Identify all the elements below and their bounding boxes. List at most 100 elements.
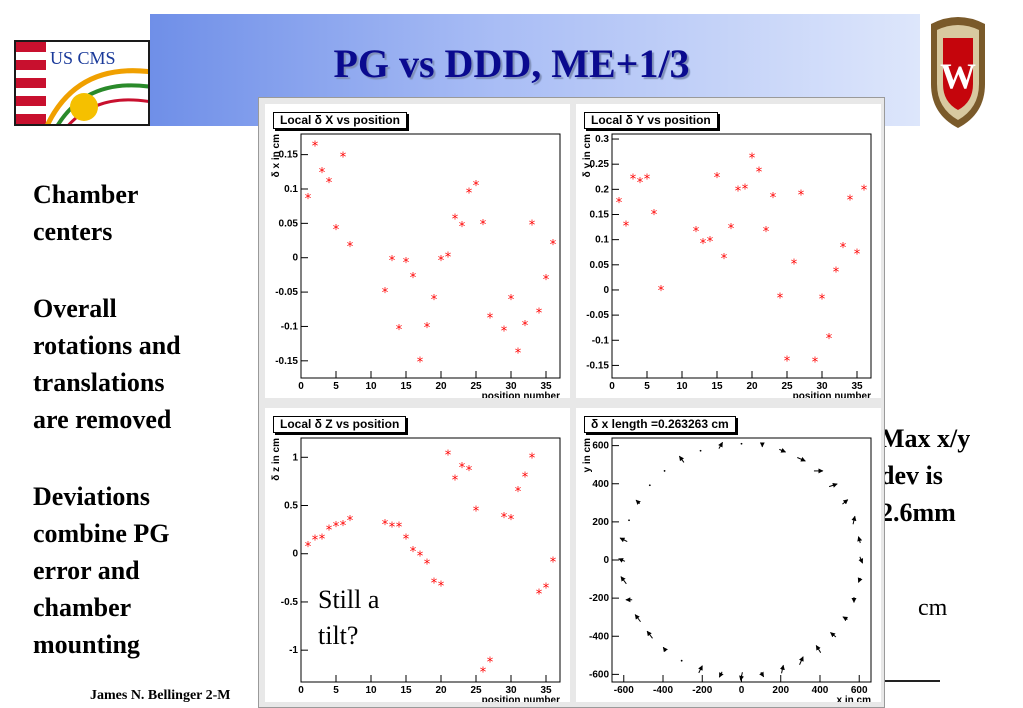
data-point: * bbox=[452, 473, 459, 488]
cm-unit-note: cm bbox=[918, 595, 948, 621]
deviation-arrow bbox=[830, 632, 837, 638]
data-point: * bbox=[333, 520, 340, 535]
chart-local-dy: 0 5 10 15 20 25 30 35 -0.15 -0.1 -0.05 0 0.05 0.1 0.15… bbox=[582, 133, 872, 398]
data-point: * bbox=[389, 254, 396, 269]
x-tick-label: 0 bbox=[298, 685, 304, 696]
x-tick-label: -600 bbox=[614, 685, 634, 696]
deviation-arrow bbox=[699, 449, 702, 452]
data-point: * bbox=[382, 518, 389, 533]
x-tick-label: -400 bbox=[653, 685, 673, 696]
university-crest: W bbox=[925, 14, 991, 130]
data-point: * bbox=[536, 587, 543, 602]
panel-local-dy: 0 5 10 15 20 25 30 35 -0.15 -0.1 -0.05 0 0.05 0.1 0.15… bbox=[576, 104, 881, 398]
panel-quiver: -600 -400 -200 0 200 400 600 -600 -400 -200 0 200 40… bbox=[576, 408, 881, 702]
plot-frame bbox=[611, 133, 872, 379]
deviation-arrow bbox=[663, 470, 666, 472]
x-tick-label: 35 bbox=[540, 381, 552, 392]
y-tick-label: 400 bbox=[592, 479, 609, 490]
max-deviation-note: Max x/y dev is 2.6mm bbox=[880, 424, 971, 527]
data-point: * bbox=[847, 193, 854, 208]
bullet-chamber-centers: Chamber centers bbox=[33, 180, 139, 246]
data-point: * bbox=[508, 293, 515, 308]
data-point: * bbox=[508, 513, 515, 528]
data-point: * bbox=[515, 347, 522, 362]
deviation-arrow bbox=[857, 577, 863, 583]
data-point: * bbox=[326, 524, 333, 539]
data-point: * bbox=[763, 225, 770, 240]
x-tick-label: 600 bbox=[851, 685, 868, 696]
data-point: * bbox=[431, 293, 438, 308]
x-axis-label: position number bbox=[793, 391, 871, 398]
y-tick-label: 0.15 bbox=[590, 209, 610, 220]
data-point: * bbox=[707, 235, 714, 250]
x-tick-label: 0 bbox=[609, 381, 615, 392]
y-tick-label: 0.1 bbox=[284, 184, 298, 195]
data-point: * bbox=[700, 237, 707, 252]
x-tick-label: 10 bbox=[365, 685, 377, 696]
data-point: * bbox=[623, 220, 630, 235]
x-tick-label: 30 bbox=[505, 685, 517, 696]
y-axis-label: δ y in cm bbox=[582, 134, 593, 177]
x-tick-label: 200 bbox=[772, 685, 789, 696]
data-point: * bbox=[550, 238, 557, 253]
data-point: * bbox=[410, 545, 417, 560]
y-tick-label: -0.05 bbox=[586, 310, 609, 321]
y-tick-label: -0.5 bbox=[281, 597, 299, 608]
x-tick-label: 20 bbox=[746, 381, 758, 392]
crest-letter: W bbox=[940, 56, 976, 96]
panel-local-dz: 0 5 10 15 20 25 30 35 -1 -0.5 0 0.5 1 position number… bbox=[265, 408, 570, 702]
data-point: * bbox=[777, 292, 784, 307]
x-tick-label: 35 bbox=[851, 381, 863, 392]
x-tick-label: 5 bbox=[644, 381, 650, 392]
x-tick-label: 15 bbox=[711, 381, 723, 392]
data-point: * bbox=[770, 191, 777, 206]
data-point: * bbox=[550, 555, 557, 570]
y-tick-label: 0.5 bbox=[284, 501, 298, 512]
x-tick-label: 10 bbox=[676, 381, 688, 392]
data-point: * bbox=[637, 176, 644, 191]
y-tick-label: -200 bbox=[589, 593, 609, 604]
x-tick-label: 25 bbox=[470, 381, 482, 392]
data-point: * bbox=[522, 471, 529, 486]
data-point: * bbox=[529, 451, 536, 466]
deviation-arrow bbox=[620, 576, 627, 585]
deviation-arrow bbox=[662, 646, 668, 653]
data-point: * bbox=[616, 196, 623, 211]
data-point: * bbox=[452, 213, 459, 228]
data-point: * bbox=[854, 248, 861, 263]
deviation-arrow bbox=[646, 630, 653, 639]
data-point: * bbox=[833, 265, 840, 280]
deviation-arrow bbox=[740, 442, 743, 445]
y-tick-label: -0.15 bbox=[586, 360, 609, 371]
data-point: * bbox=[791, 257, 798, 272]
deviation-arrow bbox=[842, 616, 849, 622]
data-point: * bbox=[784, 354, 791, 369]
plot-frame bbox=[300, 133, 561, 379]
data-point: * bbox=[487, 656, 494, 671]
data-point: * bbox=[651, 208, 658, 223]
data-point: * bbox=[529, 219, 536, 234]
y-axis-label: δ z in cm bbox=[271, 438, 282, 481]
x-axis-label: position number bbox=[482, 391, 560, 398]
deviation-arrow bbox=[739, 672, 745, 681]
deviation-arrow bbox=[698, 665, 703, 674]
data-point: * bbox=[536, 307, 543, 322]
deviation-arrow bbox=[618, 558, 626, 563]
deviation-arrow bbox=[634, 614, 641, 623]
deviation-arrow bbox=[799, 656, 804, 665]
data-point: * bbox=[333, 223, 340, 238]
data-point: * bbox=[459, 461, 466, 476]
data-point: * bbox=[312, 533, 319, 548]
chart-title-quiver: δ x length =0.263263 cm bbox=[584, 416, 736, 433]
data-point: * bbox=[630, 172, 637, 187]
deviation-arrow bbox=[842, 499, 849, 505]
x-tick-label: 20 bbox=[435, 685, 447, 696]
y-tick-label: 0.05 bbox=[279, 218, 299, 229]
logo-text: US CMS bbox=[50, 48, 116, 68]
chart-local-dz: 0 5 10 15 20 25 30 35 -1 -0.5 0 0.5 1 position number… bbox=[271, 437, 561, 702]
deviation-arrow bbox=[828, 482, 838, 488]
data-point: * bbox=[749, 152, 756, 167]
x-tick-label: 0 bbox=[739, 685, 745, 696]
y-axis-label: y in cm bbox=[582, 438, 593, 473]
data-point: * bbox=[417, 550, 424, 565]
